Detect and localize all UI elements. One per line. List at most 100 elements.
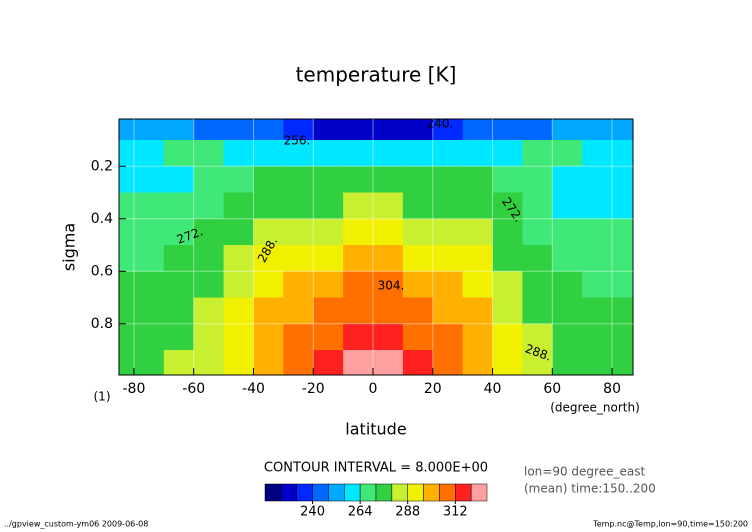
x-tick-label: 60 <box>543 381 561 397</box>
cell <box>462 297 494 325</box>
cell <box>193 218 225 246</box>
cell <box>462 140 494 167</box>
cell <box>612 350 633 375</box>
cell <box>223 218 254 246</box>
x-tick-label: -40 <box>242 381 265 397</box>
cell <box>163 297 195 325</box>
y-tick-label: 0.6 <box>91 263 113 279</box>
cell <box>283 245 314 272</box>
cell <box>313 323 344 351</box>
cell <box>612 271 633 299</box>
cell <box>283 350 314 375</box>
cell <box>492 140 523 167</box>
cell <box>373 218 404 246</box>
cell <box>373 166 404 194</box>
contour-interval: CONTOUR INTERVAL = 8.000E+00 <box>264 461 488 476</box>
cell <box>283 119 314 141</box>
cell <box>582 297 613 325</box>
cell <box>343 218 374 246</box>
cell <box>133 245 165 272</box>
cell <box>343 192 374 220</box>
cell <box>193 119 225 141</box>
cell <box>283 218 314 246</box>
cell <box>223 166 254 194</box>
cell <box>402 350 434 375</box>
cell <box>402 119 434 141</box>
cell <box>193 192 225 220</box>
cell <box>313 297 344 325</box>
cell <box>492 192 523 220</box>
x-tick-label: 20 <box>424 381 442 397</box>
info: (mean) time:150..200 <box>524 482 656 496</box>
cell <box>283 192 314 220</box>
cell <box>582 245 613 272</box>
cell <box>313 140 344 167</box>
chart-title: temperature [K] <box>296 63 457 87</box>
cell <box>552 166 583 194</box>
cell <box>402 271 434 299</box>
cell <box>193 323 225 351</box>
cell <box>119 271 135 299</box>
colorbar-segment <box>375 483 393 502</box>
cell <box>432 245 464 272</box>
cell <box>253 323 284 351</box>
x-tick-label: -80 <box>123 381 146 397</box>
cell <box>402 218 434 246</box>
cell <box>432 166 464 194</box>
colorbar-tick-label: 288 <box>395 505 420 520</box>
cell <box>612 166 633 194</box>
cell <box>163 192 195 220</box>
cell <box>133 119 165 141</box>
cell <box>253 140 284 167</box>
cell <box>193 350 225 375</box>
y-tick-label: 0.4 <box>91 211 113 227</box>
cell <box>432 271 464 299</box>
cell <box>612 218 633 246</box>
footer: ../gpview_custom-ym06 2009-06-08 <box>4 520 148 529</box>
cell <box>373 192 404 220</box>
contour-label: 240. <box>427 117 454 131</box>
cell <box>462 218 494 246</box>
cell <box>253 192 284 220</box>
cell <box>253 271 284 299</box>
cell <box>462 271 494 299</box>
cell <box>432 297 464 325</box>
cell <box>133 323 165 351</box>
cell <box>163 271 195 299</box>
field <box>119 119 633 375</box>
colorbar-tick-label: 240 <box>300 505 325 520</box>
cell <box>582 271 613 299</box>
colorbar-segment <box>328 483 345 502</box>
cell <box>373 323 404 351</box>
cell <box>283 140 314 167</box>
cell <box>283 297 314 325</box>
cell <box>119 245 135 272</box>
cell <box>343 140 374 167</box>
x-tick-label: -20 <box>302 381 325 397</box>
cell <box>522 119 553 141</box>
cell <box>462 323 494 351</box>
cell <box>253 166 284 194</box>
cell <box>552 140 583 167</box>
cell <box>119 119 135 141</box>
cell <box>432 323 464 351</box>
cell <box>552 245 583 272</box>
cell <box>193 271 225 299</box>
cell <box>313 218 344 246</box>
cell <box>373 350 404 375</box>
cell <box>163 323 195 351</box>
cell <box>193 297 225 325</box>
cell <box>283 166 314 194</box>
cell <box>133 140 165 167</box>
x-tick-label: 40 <box>484 381 502 397</box>
cell <box>119 297 135 325</box>
cell <box>432 119 464 141</box>
cell <box>612 323 633 351</box>
x-tick-label: 0 <box>369 381 378 397</box>
cell <box>522 166 553 194</box>
cell <box>552 350 583 375</box>
plot-frame <box>118 118 634 376</box>
cell <box>462 166 494 194</box>
colorbar-segment <box>423 483 440 502</box>
